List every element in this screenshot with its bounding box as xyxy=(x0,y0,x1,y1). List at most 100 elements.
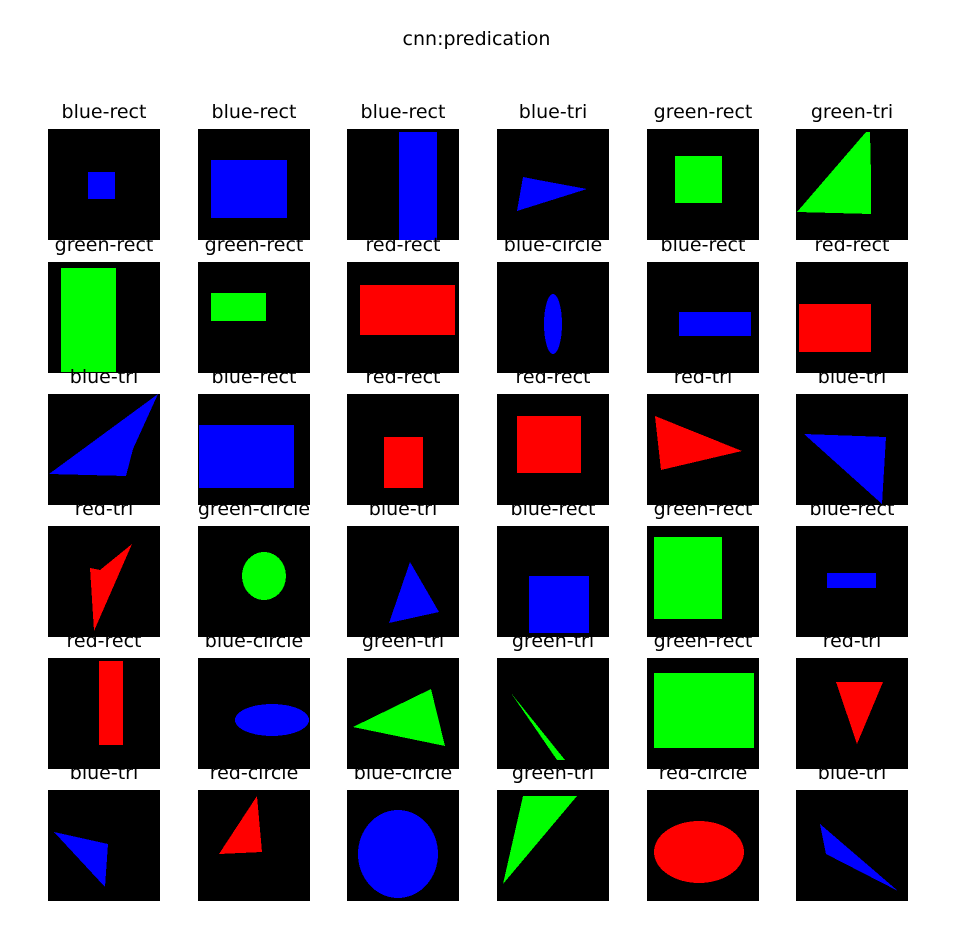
shape-image xyxy=(497,658,609,769)
panel-label: blue-rect xyxy=(61,101,147,123)
shape-rect xyxy=(827,573,876,588)
shape-image xyxy=(796,526,908,637)
shape-image xyxy=(796,394,908,505)
panel-label: blue-rect xyxy=(660,234,746,256)
panel-label: blue-rect xyxy=(211,366,297,388)
shape-triangle xyxy=(219,796,262,854)
panel-label: blue-tri xyxy=(368,498,438,520)
panel-label: green-rect xyxy=(54,234,154,256)
shape-triangle xyxy=(655,416,742,470)
shape-rect xyxy=(517,416,581,473)
shape-rect xyxy=(211,293,266,321)
panel-label: green-tri xyxy=(511,762,595,784)
panel-label: red-tri xyxy=(673,366,733,388)
shape-rect xyxy=(88,172,115,199)
shape-image xyxy=(497,262,609,373)
shape-circle xyxy=(358,810,438,898)
panel-label: red-rect xyxy=(515,366,591,388)
shape-image xyxy=(647,129,759,240)
shape-rect xyxy=(679,312,751,336)
image-background xyxy=(347,526,459,637)
panel-label: blue-circle xyxy=(503,234,603,256)
shape-image xyxy=(48,129,160,240)
shape-rect xyxy=(211,160,287,218)
shape-image xyxy=(647,262,759,373)
shape-circle xyxy=(235,704,309,736)
panel-label: green-rect xyxy=(653,630,753,652)
panel-label: green-rect xyxy=(653,101,753,123)
shape-image xyxy=(198,658,310,769)
panel-label: red-tri xyxy=(822,630,882,652)
panel-label: green-tri xyxy=(361,630,445,652)
shape-image xyxy=(198,790,310,901)
shape-image xyxy=(796,129,908,240)
shape-image xyxy=(48,790,160,901)
shape-image xyxy=(48,262,160,373)
panel-label: blue-rect xyxy=(809,498,895,520)
panel-label: red-circle xyxy=(658,762,748,784)
panel-label: blue-tri xyxy=(518,101,588,123)
shape-rect xyxy=(61,268,116,372)
shape-image xyxy=(647,658,759,769)
shape-triangle xyxy=(389,562,439,623)
panel-label: blue-rect xyxy=(211,101,297,123)
shape-rect xyxy=(529,576,589,633)
shape-image xyxy=(48,658,160,769)
figure-title: cnn:predication xyxy=(402,28,551,50)
shape-triangle xyxy=(503,796,577,884)
shape-image xyxy=(647,394,759,505)
shape-rect xyxy=(99,661,123,745)
shape-image xyxy=(347,658,459,769)
panel-label: blue-tri xyxy=(817,762,887,784)
panel-label: green-tri xyxy=(810,101,894,123)
panel-label: blue-rect xyxy=(360,101,446,123)
shape-image xyxy=(347,262,459,373)
shape-triangle xyxy=(54,832,108,887)
panel-label: blue-tri xyxy=(69,762,139,784)
shape-image xyxy=(497,129,609,240)
shape-image xyxy=(347,129,459,240)
shape-triangle xyxy=(820,824,898,891)
panel-label: green-rect xyxy=(204,234,304,256)
shape-triangle xyxy=(90,544,132,631)
shape-image xyxy=(497,526,609,637)
panel-label: green-circle xyxy=(197,498,311,520)
panel-label: green-tri xyxy=(511,630,595,652)
panel-label: red-rect xyxy=(365,234,441,256)
shape-triangle xyxy=(49,394,158,476)
shape-image xyxy=(198,262,310,373)
shape-image xyxy=(347,526,459,637)
shape-image xyxy=(198,129,310,240)
image-background xyxy=(796,790,908,901)
shape-rect xyxy=(399,132,437,240)
panel-label: blue-circle xyxy=(204,630,304,652)
shape-image xyxy=(347,394,459,505)
shape-triangle xyxy=(511,693,565,760)
shape-triangle xyxy=(353,689,445,746)
shape-rect xyxy=(654,537,722,619)
panel-label: red-rect xyxy=(365,366,441,388)
shape-image xyxy=(198,394,310,505)
shape-circle xyxy=(544,294,562,354)
shape-circle xyxy=(654,821,744,883)
shape-image xyxy=(48,394,160,505)
shape-rect xyxy=(384,437,423,488)
shape-image xyxy=(198,526,310,637)
shape-triangle xyxy=(836,682,883,744)
shape-rect xyxy=(799,304,871,352)
shape-rect xyxy=(360,285,455,335)
shape-image xyxy=(647,526,759,637)
shape-image xyxy=(796,262,908,373)
shape-rect xyxy=(199,425,294,488)
shape-image xyxy=(796,658,908,769)
shape-image xyxy=(497,394,609,505)
panel-label: red-rect xyxy=(814,234,890,256)
shape-rect xyxy=(675,156,722,203)
panel-label: red-circle xyxy=(209,762,299,784)
panel-label: blue-tri xyxy=(69,366,139,388)
shape-image xyxy=(796,790,908,901)
shape-image xyxy=(48,526,160,637)
shape-image xyxy=(647,790,759,901)
shape-image xyxy=(497,790,609,901)
